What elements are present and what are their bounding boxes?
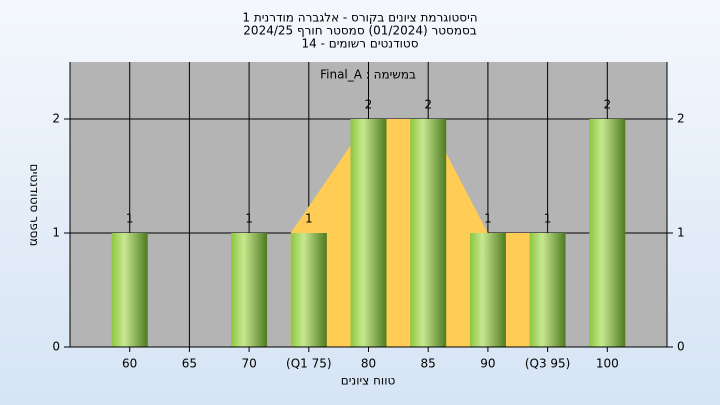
bar	[231, 233, 268, 347]
data-label: 2	[424, 98, 432, 112]
x-tick-label: 80	[361, 357, 376, 371]
x-tick-label: (Q3 95)	[525, 357, 571, 371]
x-axis-label: טווח ציונים	[341, 374, 396, 388]
data-label: 2	[365, 98, 373, 112]
x-tick-label: 85	[421, 357, 436, 371]
data-label: 1	[305, 212, 313, 226]
chart-subtitle: בסמסטר (01/2024) סמסטר חורף 2024/25	[243, 24, 476, 38]
y2-tick-label: 0	[677, 340, 685, 354]
x-tick-label: 65	[182, 357, 197, 371]
y-axis-label: מספר סטודנטים	[28, 164, 42, 247]
bar	[410, 119, 447, 347]
x-tick-label: 60	[122, 357, 137, 371]
bar	[469, 233, 506, 347]
bar	[350, 119, 387, 347]
bar	[529, 233, 566, 347]
y2-tick-label: 1	[677, 226, 685, 240]
bar	[111, 233, 148, 347]
y-tick-label: 1	[52, 226, 60, 240]
x-tick-label: (Q1 75)	[286, 357, 332, 371]
y-tick-label: 0	[52, 340, 60, 354]
chart-title: היסטוגרמת ציונים בקורס - אלגברה מודרנית …	[242, 11, 477, 25]
x-tick-label: 100	[596, 357, 619, 371]
data-label: 1	[544, 212, 552, 226]
chart-subtitle: סטודנטים רשומים - 14	[301, 37, 418, 51]
y-tick-label: 2	[52, 112, 60, 126]
data-label: 1	[126, 212, 134, 226]
y2-tick-label: 2	[677, 112, 685, 126]
bar	[290, 233, 327, 347]
data-label: 2	[603, 98, 611, 112]
data-label: 1	[245, 212, 253, 226]
data-label: 1	[484, 212, 492, 226]
x-tick-label: 70	[241, 357, 256, 371]
x-tick-label: 90	[480, 357, 495, 371]
bar	[589, 119, 626, 347]
